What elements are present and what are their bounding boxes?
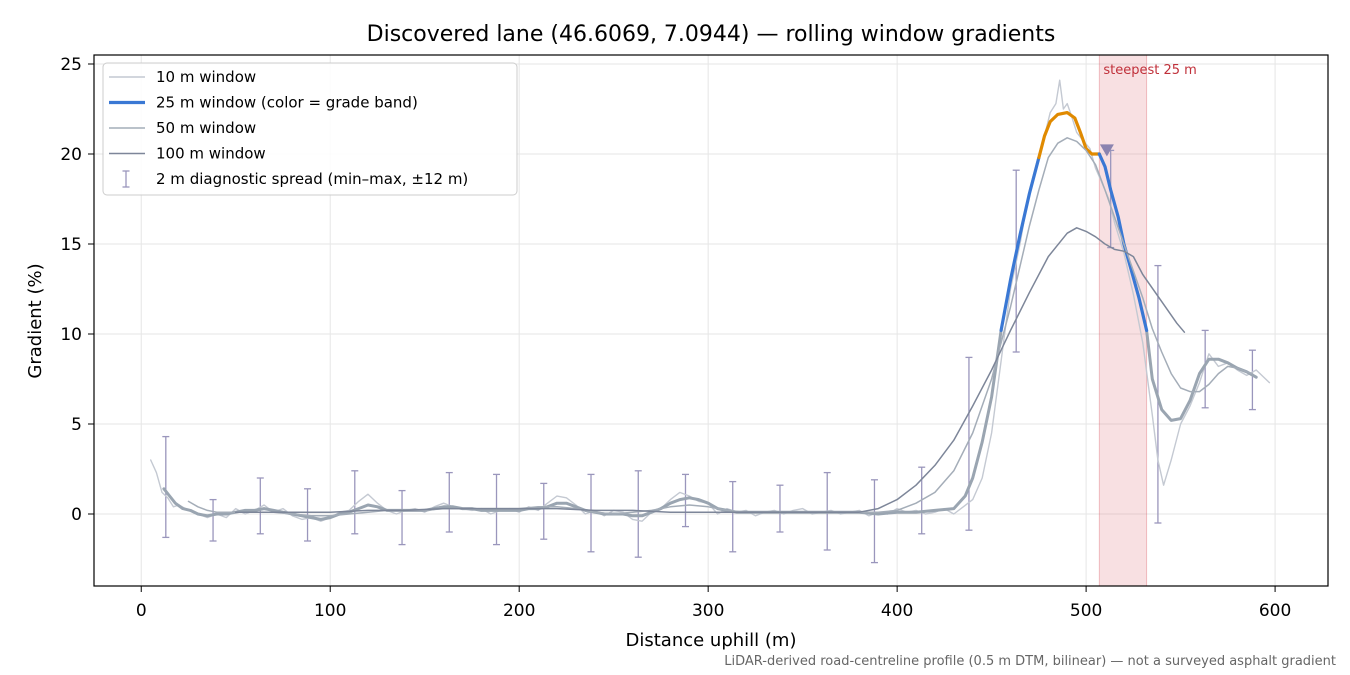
steepest-marker-layer xyxy=(1099,144,1114,157)
errorbar xyxy=(540,482,548,540)
series-line-25-m-window-moderate-band-descent xyxy=(1097,152,1149,332)
y-tick-label: 0 xyxy=(71,505,82,525)
x-tick-label: 300 xyxy=(692,601,724,621)
y-tick-label: 25 xyxy=(60,55,82,75)
legend-label: 10 m window xyxy=(156,68,256,86)
x-axis-ticks: 0 100 200 300 400 500 600 xyxy=(136,586,1291,621)
legend-entry: 2 m diagnostic spread (min–max, ±12 m) xyxy=(122,170,468,188)
series-line-25-m-window-steep-band xyxy=(1037,111,1101,160)
x-tick-label: 500 xyxy=(1070,601,1102,621)
errorbar xyxy=(965,356,973,531)
errorbar xyxy=(351,470,359,535)
series-line-100-m-window xyxy=(234,227,1186,513)
y-axis-ticks: 0 5 10 15 20 25 xyxy=(60,55,94,525)
errorbar xyxy=(729,480,737,553)
legend-entry: 100 m window xyxy=(109,145,266,163)
diagnostic-spread-errorbars xyxy=(162,149,1256,564)
steepest-marker xyxy=(1099,144,1114,157)
plot-frame xyxy=(93,54,1329,587)
errorbar xyxy=(209,498,217,542)
y-tick-label: 5 xyxy=(71,415,82,435)
steepest-band-label: steepest 25 m xyxy=(1103,63,1196,78)
legend-label: 25 m window (color = grade band) xyxy=(156,94,418,112)
errorbar xyxy=(1248,349,1256,411)
legend-entry: 25 m window (color = grade band) xyxy=(109,94,418,112)
errorbar xyxy=(445,471,453,533)
errorbar xyxy=(870,479,878,564)
errorbar xyxy=(1201,329,1209,409)
steepest-window-highlight: steepest 25 m xyxy=(1098,54,1197,587)
legend-box xyxy=(102,62,518,196)
errorbar xyxy=(776,484,784,533)
series-line-25-m-window-moderate-band xyxy=(999,156,1041,332)
x-tick-label: 200 xyxy=(503,601,535,621)
y-tick-label: 20 xyxy=(60,145,82,165)
legend-label: 50 m window xyxy=(156,119,256,137)
errorbar xyxy=(256,477,264,535)
x-tick-label: 100 xyxy=(314,601,346,621)
errorbar xyxy=(587,473,595,553)
errorbar xyxy=(681,473,689,528)
steepest-band xyxy=(1098,54,1148,587)
legend: 10 m window 25 m window (color = grade ba… xyxy=(102,62,518,196)
x-tick-label: 400 xyxy=(881,601,913,621)
series-lines xyxy=(150,79,1271,522)
y-tick-label: 15 xyxy=(60,235,82,255)
series-line-25-m-window-color-grade-band xyxy=(162,328,1003,521)
footnote: LiDAR-derived road-centreline profile (0… xyxy=(724,654,1336,669)
x-axis-label: Distance uphill (m) xyxy=(626,630,797,651)
errorbar xyxy=(162,435,170,539)
y-axis-label: Gradient (%) xyxy=(25,263,46,378)
y-tick-label: 10 xyxy=(60,325,82,345)
legend-entry: 50 m window xyxy=(109,119,256,137)
legend-entry: 10 m window xyxy=(109,68,256,86)
chart-title: Discovered lane (46.6069, 7.0944) — roll… xyxy=(367,22,1056,47)
x-tick-label: 600 xyxy=(1259,601,1291,621)
errorbar xyxy=(634,470,642,558)
legend-label: 2 m diagnostic spread (min–max, ±12 m) xyxy=(156,170,468,188)
legend-label: 100 m window xyxy=(156,145,266,163)
x-tick-label: 0 xyxy=(136,601,147,621)
errorbar xyxy=(398,489,406,546)
